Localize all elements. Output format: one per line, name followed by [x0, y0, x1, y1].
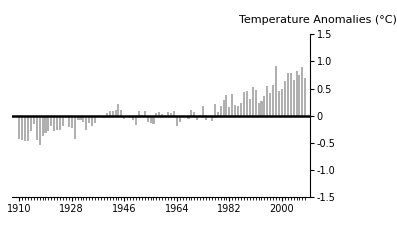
Bar	[263, 96, 266, 116]
Bar	[231, 94, 233, 116]
Bar	[24, 116, 26, 141]
Bar	[27, 116, 29, 141]
Bar	[65, 116, 67, 118]
Bar	[91, 116, 93, 126]
Bar	[278, 91, 280, 116]
Bar	[42, 116, 44, 136]
Bar	[44, 116, 46, 133]
Bar	[252, 87, 254, 116]
Bar	[33, 116, 35, 124]
Bar	[225, 95, 227, 116]
Bar	[155, 113, 158, 116]
Bar	[135, 116, 137, 125]
Bar	[85, 116, 87, 130]
Bar	[114, 110, 117, 116]
Bar	[71, 116, 73, 128]
Bar	[103, 116, 105, 118]
Bar	[193, 112, 195, 116]
Bar	[144, 111, 146, 116]
Bar	[249, 99, 251, 116]
Bar	[62, 116, 64, 126]
Bar	[217, 112, 219, 116]
Bar	[187, 116, 189, 119]
Bar	[152, 116, 154, 124]
Bar	[74, 116, 76, 139]
Bar	[132, 116, 134, 120]
Bar	[21, 116, 23, 140]
Bar	[266, 86, 268, 116]
Bar	[237, 106, 239, 116]
Bar	[258, 103, 260, 116]
Bar	[118, 104, 119, 116]
Bar	[77, 116, 79, 120]
Text: Temperature Anomalies (°C): Temperature Anomalies (°C)	[239, 15, 397, 25]
Bar	[223, 100, 225, 116]
Bar	[199, 115, 201, 116]
Bar	[167, 112, 169, 116]
Bar	[94, 116, 96, 123]
Bar	[191, 110, 193, 116]
Bar	[234, 105, 236, 116]
Bar	[179, 116, 181, 122]
Bar	[295, 71, 297, 116]
Bar	[208, 116, 210, 117]
Bar	[161, 114, 163, 116]
Bar	[120, 110, 122, 116]
Bar	[211, 116, 213, 121]
Bar	[275, 66, 277, 116]
Bar	[88, 116, 90, 123]
Bar	[281, 89, 283, 116]
Bar	[39, 116, 40, 145]
Bar	[260, 101, 262, 116]
Bar	[290, 73, 292, 116]
Bar	[123, 116, 125, 119]
Bar	[30, 116, 32, 131]
Bar	[214, 104, 216, 116]
Bar	[83, 116, 85, 122]
Bar	[293, 80, 295, 116]
Bar	[170, 113, 172, 116]
Bar	[146, 116, 148, 122]
Bar	[173, 111, 175, 116]
Bar	[205, 116, 207, 120]
Bar	[126, 116, 128, 117]
Bar	[50, 116, 52, 126]
Bar	[36, 116, 38, 140]
Bar	[254, 90, 257, 116]
Bar	[243, 92, 245, 116]
Bar	[129, 116, 131, 117]
Bar	[141, 115, 143, 116]
Bar	[301, 67, 303, 116]
Bar	[47, 116, 49, 131]
Bar	[53, 116, 55, 131]
Bar	[164, 116, 166, 117]
Bar	[150, 116, 152, 123]
Bar	[196, 116, 198, 120]
Bar	[56, 116, 58, 130]
Bar	[138, 111, 140, 116]
Bar	[220, 106, 222, 116]
Bar	[284, 81, 286, 116]
Bar	[18, 116, 20, 139]
Bar	[176, 116, 178, 126]
Bar	[240, 103, 242, 116]
Bar	[109, 111, 111, 116]
Bar	[304, 78, 306, 116]
Bar	[246, 91, 248, 116]
Bar	[158, 112, 160, 116]
Bar	[287, 73, 289, 116]
Bar	[68, 116, 70, 127]
Bar	[299, 75, 301, 116]
Bar	[112, 111, 114, 116]
Bar	[59, 116, 61, 131]
Bar	[272, 85, 274, 116]
Bar	[269, 93, 271, 116]
Bar	[202, 106, 204, 116]
Bar	[106, 113, 108, 116]
Bar	[79, 116, 81, 120]
Bar	[228, 107, 230, 116]
